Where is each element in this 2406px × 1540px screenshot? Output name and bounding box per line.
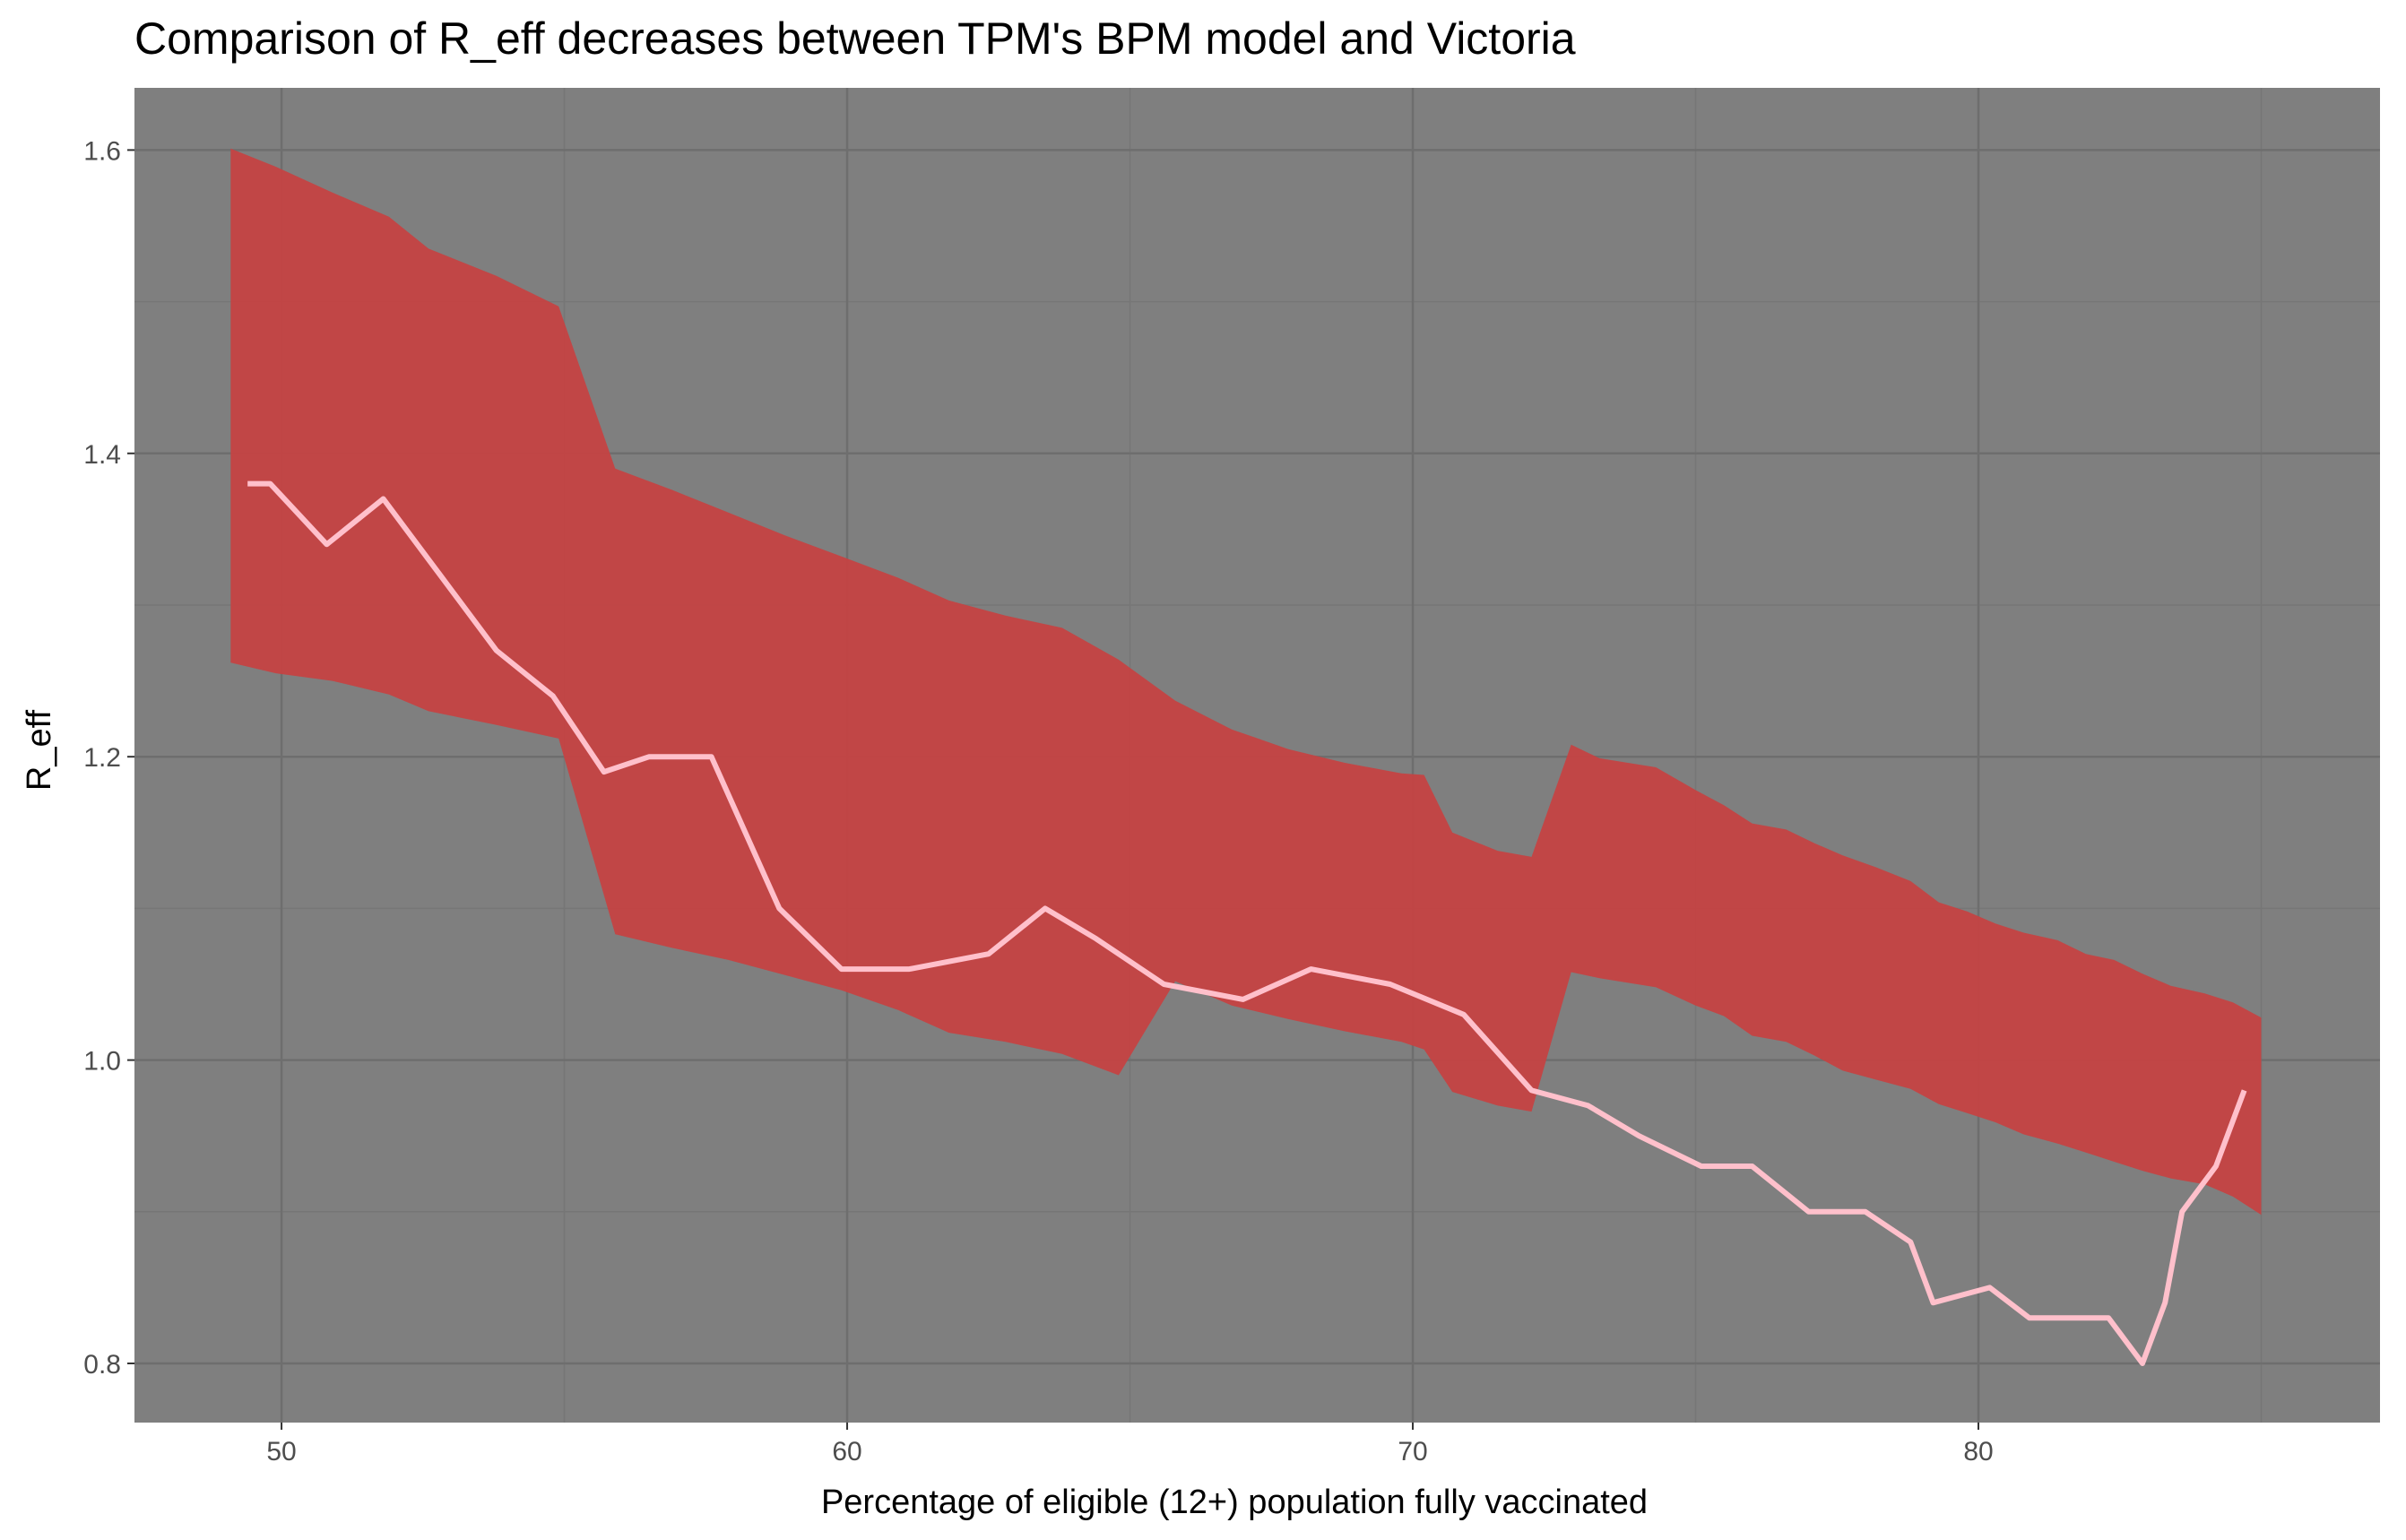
model-band [230, 148, 2262, 1216]
y-axis-ticks: 0.8 1.0 1.2 1.4 1.6 [83, 136, 134, 1380]
x-axis-ticks: 50 60 70 80 [266, 1423, 1994, 1466]
x-tick-label: 50 [266, 1437, 296, 1466]
x-axis-title: Percentage of eligible (12+) population … [821, 1484, 1648, 1521]
victoria-line [247, 480, 2247, 1366]
y-tick-label: 1.2 [83, 743, 121, 773]
y-tick-label: 1.0 [83, 1047, 121, 1077]
x-tick-label: 70 [1398, 1437, 1427, 1466]
chart-marks [230, 148, 2262, 1366]
x-tick-label: 60 [832, 1437, 861, 1466]
y-tick-label: 0.8 [83, 1350, 121, 1380]
y-axis-title: R_eff [21, 709, 58, 791]
x-tick-label: 80 [1963, 1437, 1993, 1466]
y-tick-label: 1.6 [83, 136, 121, 166]
chart-title: Comparison of R_eff decreases between TP… [134, 13, 1576, 64]
y-tick-label: 1.4 [83, 440, 121, 470]
